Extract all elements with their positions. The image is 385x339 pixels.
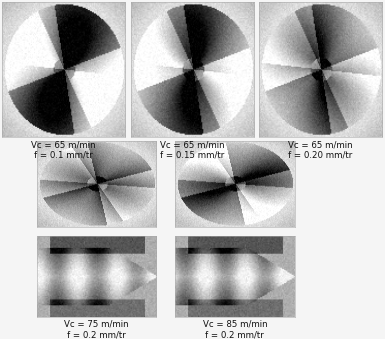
Text: Vc = 85 m/min
f = 0.2 mm/tr: Vc = 85 m/min f = 0.2 mm/tr: [203, 320, 267, 339]
Text: Vc = 75 m/min
f = 0.2 mm/tr: Vc = 75 m/min f = 0.2 mm/tr: [64, 320, 129, 339]
Text: Vc = 65 m/min
f = 0.1 mm/tr: Vc = 65 m/min f = 0.1 mm/tr: [31, 140, 96, 159]
Text: Vc = 65 m/min
f = 0.20 mm/tr: Vc = 65 m/min f = 0.20 mm/tr: [288, 140, 353, 159]
Text: Vc = 65 m/min
f = 0.15 mm/tr: Vc = 65 m/min f = 0.15 mm/tr: [160, 140, 225, 159]
